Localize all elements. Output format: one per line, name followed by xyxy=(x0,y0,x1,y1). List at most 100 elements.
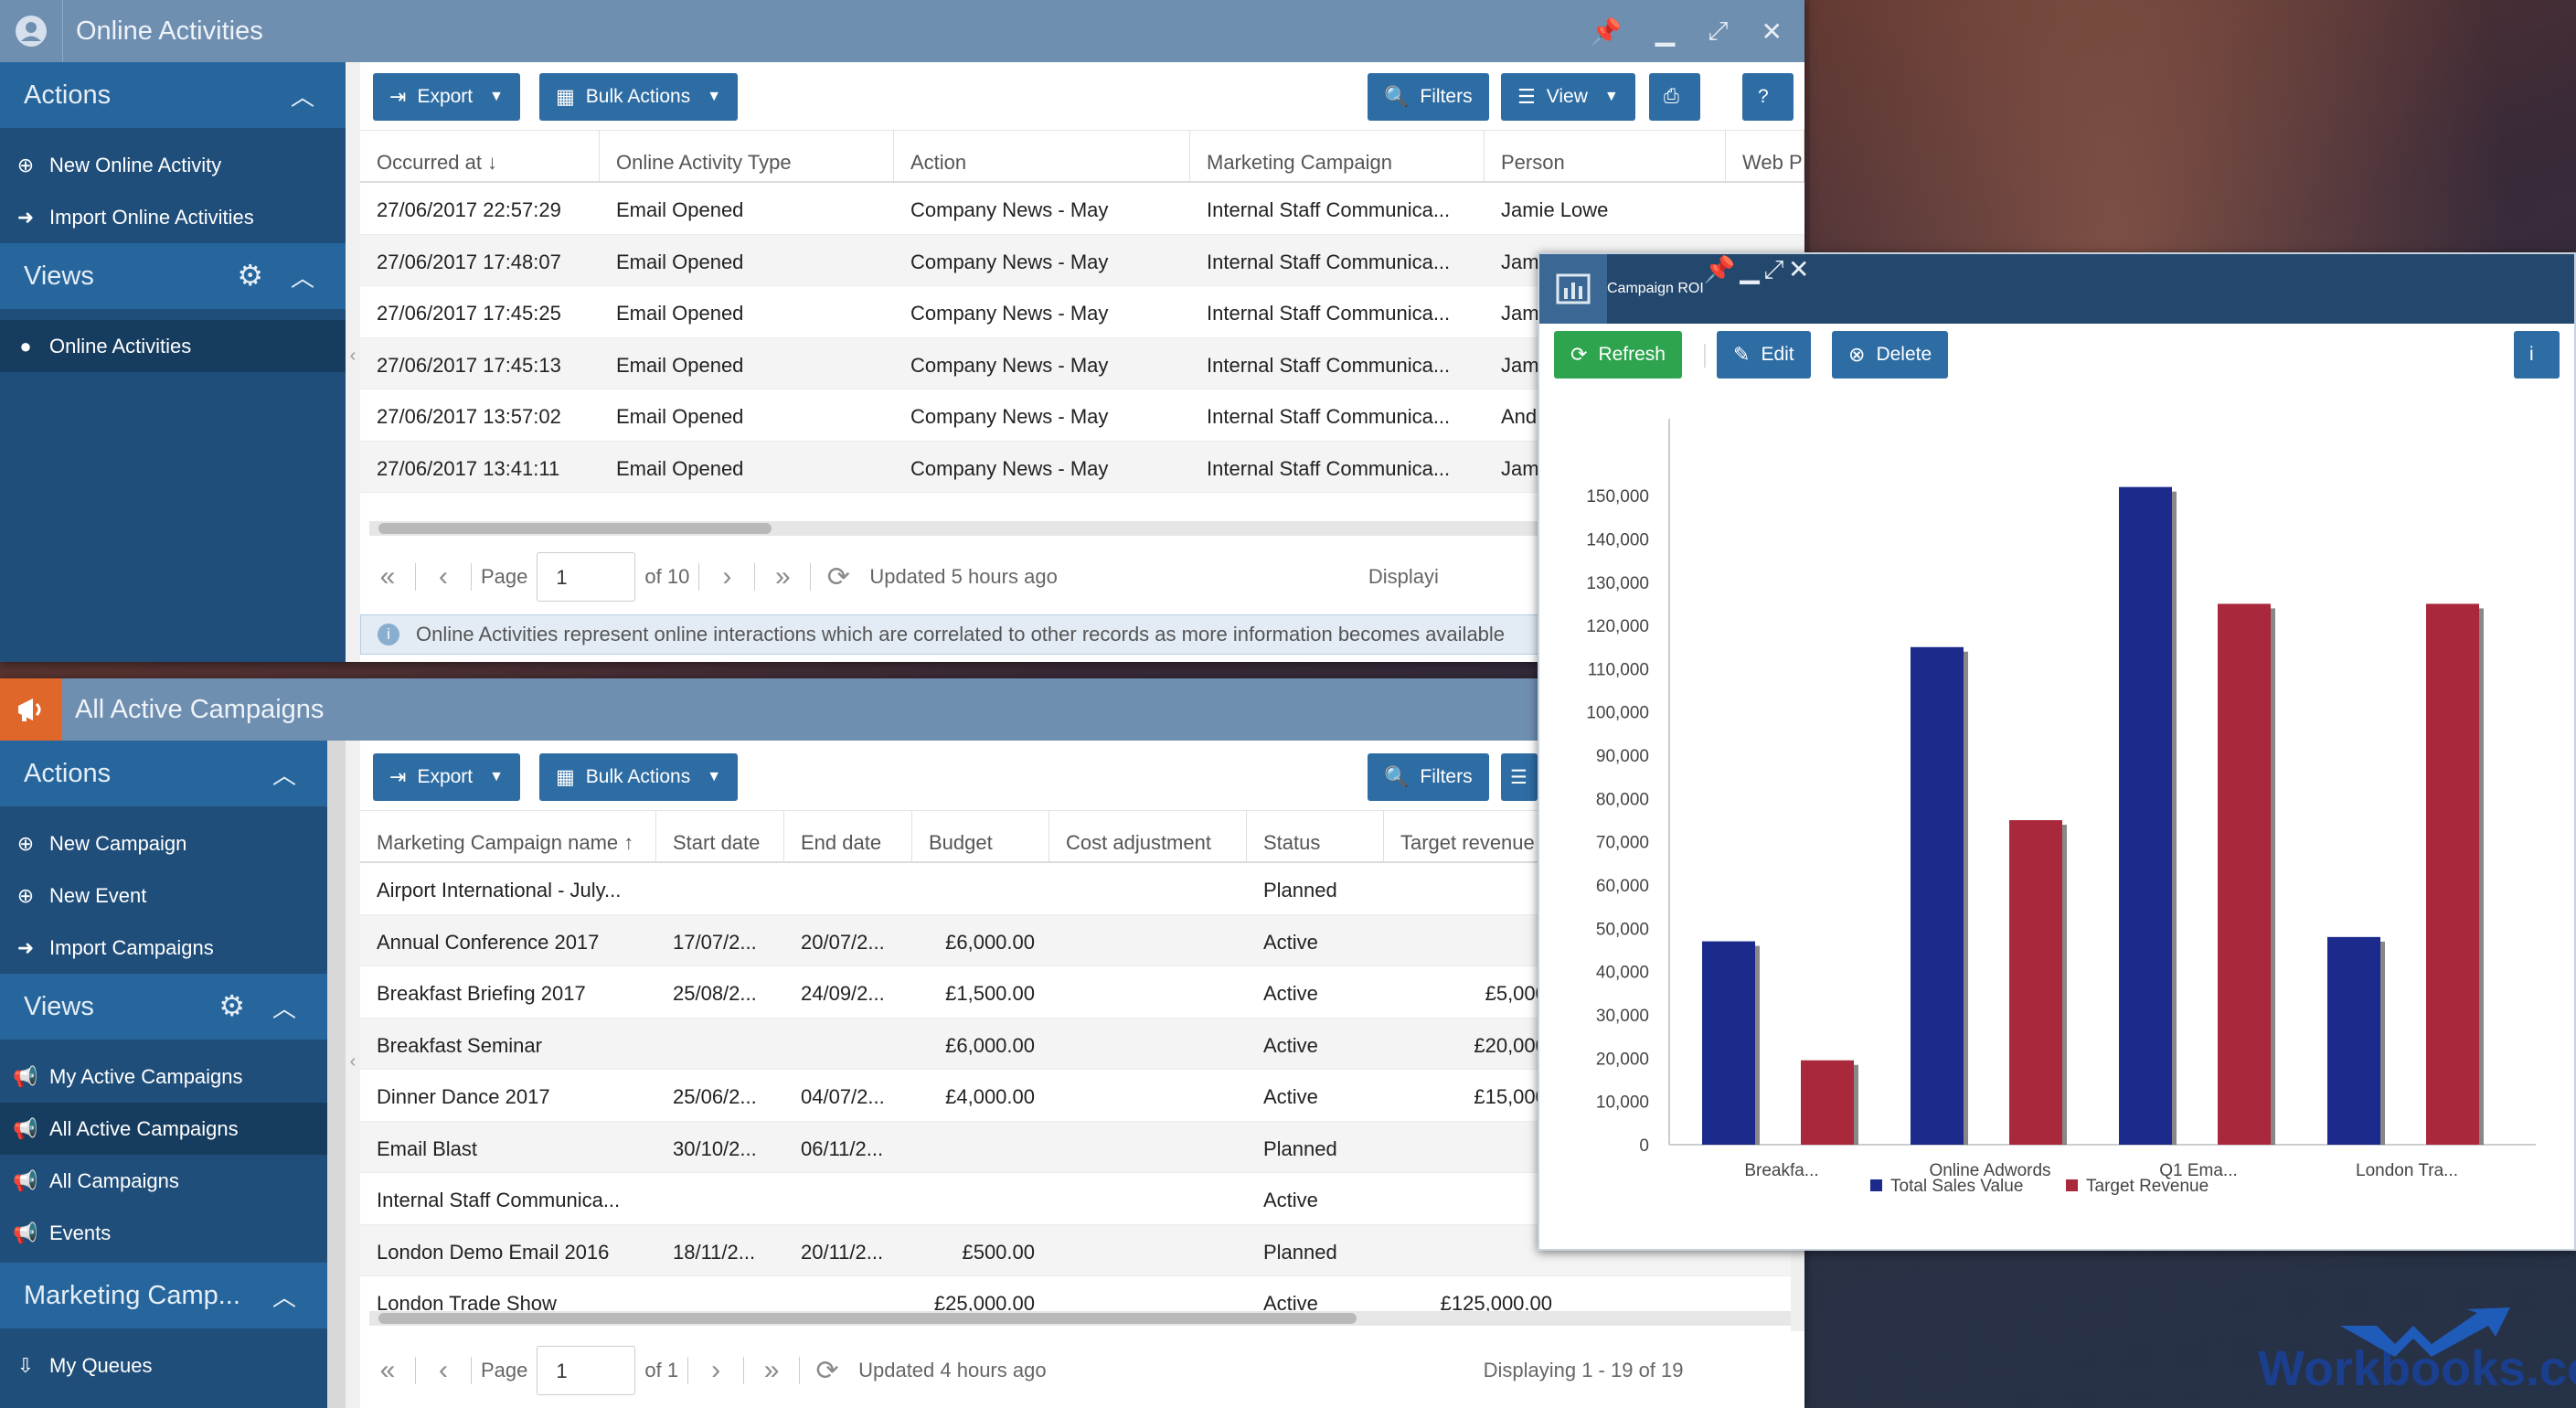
maximize-icon[interactable]: ⤢ xyxy=(1763,255,1784,283)
column-header[interactable]: Cost adjustment xyxy=(1049,811,1247,861)
column-header[interactable]: Person xyxy=(1485,131,1726,181)
print-button[interactable]: ⎙ xyxy=(1649,73,1700,121)
table-row[interactable]: Internal Staff Communica... Active xyxy=(360,1173,1791,1225)
minimize-icon[interactable]: ▁ xyxy=(1655,16,1676,46)
export-button[interactable]: ⇥ Export ▼ xyxy=(373,73,520,121)
delete-button[interactable]: ⊗ Delete xyxy=(1832,331,1949,379)
queue-icon: ⇩ xyxy=(16,1353,35,1377)
gear-icon[interactable]: ⚙ xyxy=(218,989,245,1022)
online-pager: « ‹ Page 1 of 10 › » ⟳ Updated 5 hours a… xyxy=(369,545,1439,609)
column-header[interactable]: Online Activity Type xyxy=(600,131,894,181)
sidebar-item-import-campaigns[interactable]: ➜ Import Campaigns xyxy=(0,922,327,974)
views-section-header[interactable]: Views ⚙ ︿ xyxy=(0,243,346,309)
table-cell: £125,000.00 xyxy=(1440,1292,1552,1311)
column-header[interactable]: Marketing Campaign xyxy=(1190,131,1485,181)
table-cell: Active xyxy=(1263,1085,1318,1108)
maximize-icon[interactable]: ⤢ xyxy=(1708,16,1729,45)
column-header[interactable]: Marketing Campaign name ↑ xyxy=(360,811,656,861)
close-icon[interactable]: ✕ xyxy=(1761,16,1783,46)
chevron-up-icon[interactable]: ︿ xyxy=(290,264,314,292)
next-page-icon[interactable]: › xyxy=(722,561,732,592)
view-button[interactable]: ☰ xyxy=(1501,753,1538,801)
bulk-actions-button[interactable]: ▦ Bulk Actions ▼ xyxy=(539,73,739,121)
gear-icon[interactable]: ⚙ xyxy=(237,259,263,292)
sidebar-scrollbar[interactable] xyxy=(327,741,346,1408)
prev-page-icon[interactable]: ‹ xyxy=(439,1355,448,1385)
sidebar-collapse-handle[interactable]: ‹ xyxy=(346,741,360,1408)
sidebar-item-all-campaigns[interactable]: 📢 All Campaigns xyxy=(0,1155,327,1207)
next-page-icon[interactable]: › xyxy=(711,1355,721,1385)
pin-icon[interactable]: 📌 xyxy=(1590,16,1623,46)
close-icon[interactable]: ✕ xyxy=(1788,255,1810,283)
page-input[interactable]: 1 xyxy=(537,1346,636,1395)
table-row[interactable]: Airport International - July... Planned xyxy=(360,863,1791,915)
refresh-icon[interactable]: ⟳ xyxy=(815,1355,839,1386)
sidebar-item-import-online-activities[interactable]: ➜ Import Online Activities xyxy=(0,191,346,243)
scrollbar-thumb[interactable] xyxy=(378,1313,1357,1324)
table-row[interactable]: 27/06/2017 22:57:29 Email Opened Company N… xyxy=(360,183,1804,235)
column-header[interactable]: Action xyxy=(894,131,1190,181)
export-button[interactable]: ⇥ Export ▼ xyxy=(373,753,520,801)
actions-section-header[interactable]: Actions ︿ xyxy=(0,741,327,806)
filters-button[interactable]: 🔍 Filters xyxy=(1368,753,1489,801)
window-title: Campaign ROI xyxy=(1607,281,1704,296)
view-button[interactable]: ☰ View ▼ xyxy=(1501,73,1635,121)
last-page-icon[interactable]: » xyxy=(763,1355,780,1385)
chevron-up-icon[interactable]: ︿ xyxy=(271,995,296,1022)
bulk-actions-button[interactable]: ▦ Bulk Actions ▼ xyxy=(539,753,739,801)
help-button[interactable]: ? xyxy=(1742,73,1794,121)
pin-icon[interactable]: 📌 xyxy=(1703,255,1736,283)
scrollbar-thumb[interactable] xyxy=(378,523,772,534)
refresh-icon[interactable]: ⟳ xyxy=(826,561,850,592)
sidebar-item-new-online-activity[interactable]: ⊕ New Online Activity xyxy=(0,139,346,191)
campaigns-titlebar: All Active Campaigns xyxy=(0,678,1804,741)
chevron-up-icon[interactable]: ︿ xyxy=(271,1284,296,1311)
sidebar-item-my-active-campaigns[interactable]: 📢 My Active Campaigns xyxy=(0,1051,327,1103)
sidebar-item-my-queues[interactable]: ⇩ My Queues xyxy=(0,1339,327,1392)
last-page-icon[interactable]: » xyxy=(774,561,791,592)
column-header[interactable]: Budget xyxy=(912,811,1049,861)
column-header[interactable]: Web P xyxy=(1726,131,1804,181)
horizontal-scrollbar[interactable] xyxy=(369,1311,1791,1326)
sidebar-item-new-campaign[interactable]: ⊕ New Campaign xyxy=(0,817,327,869)
displaying-text: Displayi xyxy=(1368,565,1439,588)
prev-page-icon[interactable]: ‹ xyxy=(439,561,448,592)
first-page-icon[interactable]: « xyxy=(379,561,396,592)
table-cell: Breakfast Seminar xyxy=(377,1033,542,1057)
refresh-button[interactable]: ⟳ Refresh xyxy=(1554,331,1682,379)
first-page-icon[interactable]: « xyxy=(379,1355,396,1385)
table-cell: 25/08/2... xyxy=(673,982,757,1005)
actions-section-header[interactable]: Actions ︿ xyxy=(0,62,346,128)
page-input[interactable]: 1 xyxy=(537,552,636,602)
column-header[interactable]: Start date xyxy=(656,811,784,861)
column-header[interactable]: Status xyxy=(1247,811,1384,861)
sidebar-item-new-event[interactable]: ⊕ New Event xyxy=(0,869,327,922)
table-row[interactable]: London Demo Email 2016 18/11/2... 20/11/2.… xyxy=(360,1224,1791,1276)
table-cell xyxy=(656,1173,784,1224)
column-header[interactable]: End date xyxy=(784,811,912,861)
table-row[interactable]: 27/06/2017 17:45:25 Email Opened Company N… xyxy=(360,286,1804,338)
table-row[interactable]: London Trade Show £25,000.00 Active £125,00… xyxy=(360,1276,1791,1311)
chevron-up-icon[interactable]: ︿ xyxy=(290,83,314,111)
sidebar-collapse-handle[interactable]: ‹ xyxy=(346,62,360,662)
table-cell: Planned xyxy=(1263,1136,1337,1160)
table-cell: Active xyxy=(1263,930,1318,954)
column-header[interactable]: Occurred at ↓ xyxy=(360,131,600,181)
chevron-up-icon[interactable]: ︿ xyxy=(271,762,296,789)
chevron-down-icon: ▼ xyxy=(489,89,504,104)
minimize-icon[interactable]: ▁ xyxy=(1740,255,1760,283)
filters-button[interactable]: 🔍 Filters xyxy=(1368,73,1489,121)
sidebar-item-all-active-campaigns[interactable]: 📢 All Active Campaigns xyxy=(0,1103,327,1155)
table-row[interactable]: 27/06/2017 13:57:02 Email Opened Company N… xyxy=(360,389,1804,442)
info-button[interactable]: i xyxy=(2514,331,2560,379)
sidebar-item-events[interactable]: 📢 Events xyxy=(0,1207,327,1259)
marketing-queues-section-header[interactable]: Marketing Camp... ︿ xyxy=(0,1263,327,1328)
sidebar-item-online-activities[interactable]: ● Online Activities xyxy=(0,320,346,372)
column-header[interactable]: Target revenue xyxy=(1384,811,1567,861)
view-label: View xyxy=(1546,86,1588,107)
export-icon: ⇥ xyxy=(389,85,407,108)
horizontal-scrollbar[interactable] xyxy=(369,521,1795,536)
edit-button[interactable]: ✎ Edit xyxy=(1717,331,1811,379)
views-section-header[interactable]: Views ⚙ ︿ xyxy=(0,974,327,1040)
chevron-down-icon: ▼ xyxy=(707,769,722,784)
